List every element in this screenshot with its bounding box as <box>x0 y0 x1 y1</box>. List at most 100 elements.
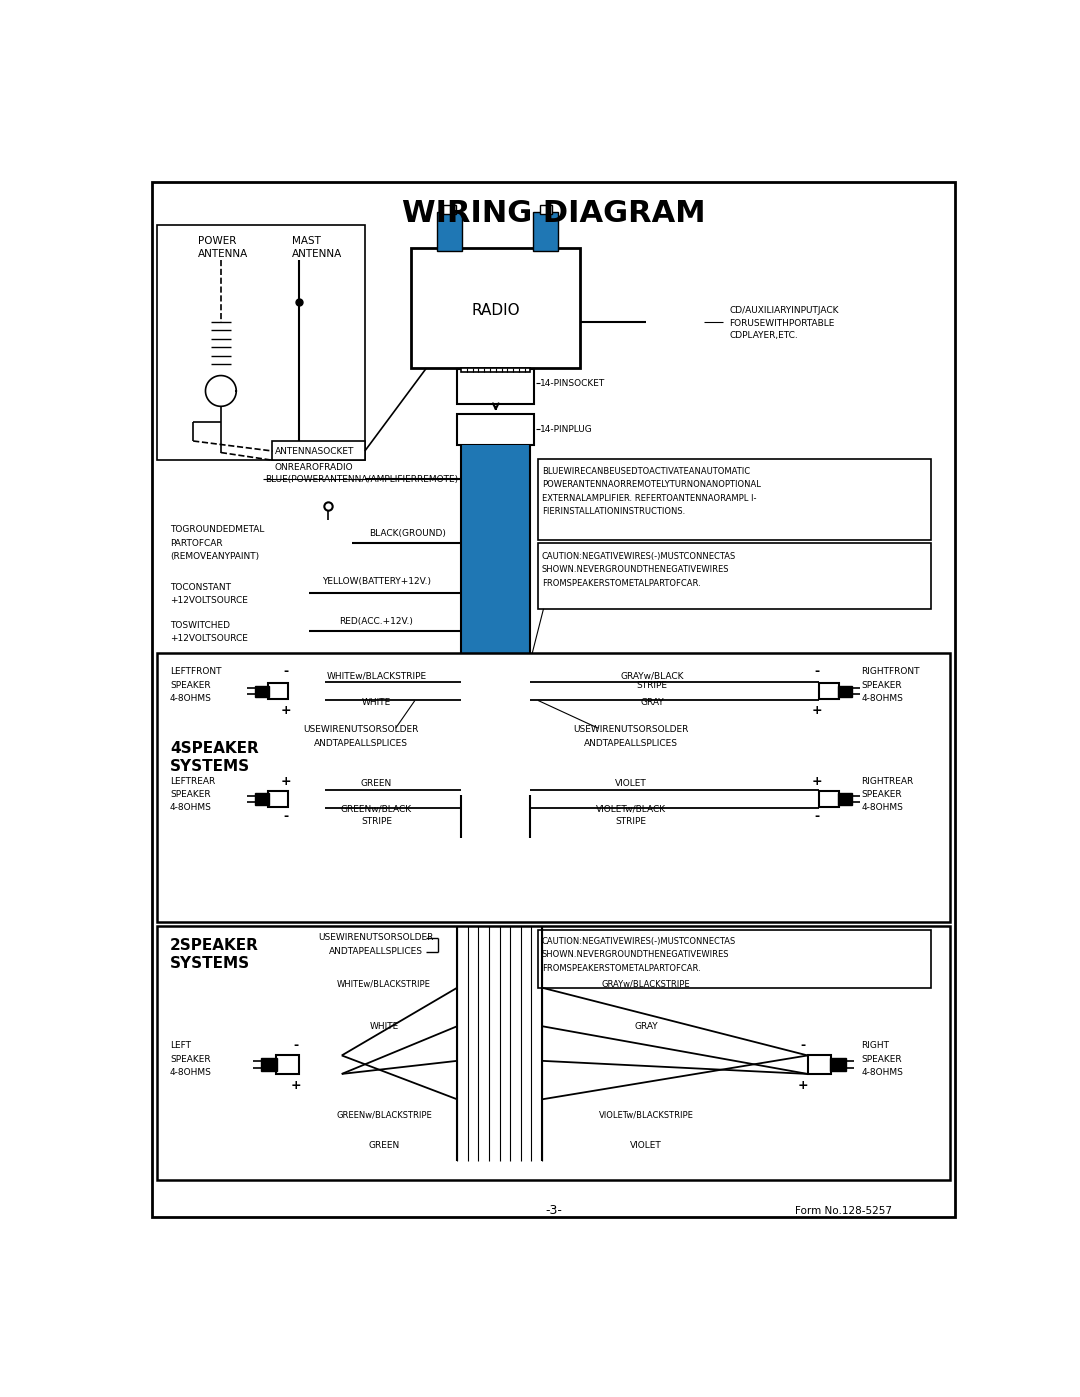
Text: FROMSPEAKERSTOMETALPARTOFCAR.: FROMSPEAKERSTOMETALPARTOFCAR. <box>542 964 701 972</box>
Text: 2SPEAKER: 2SPEAKER <box>170 937 259 953</box>
Bar <box>461 367 530 372</box>
Text: GRAYw/BLACKSTRIPE: GRAYw/BLACKSTRIPE <box>602 979 690 988</box>
Bar <box>646 306 665 337</box>
Text: GRAY: GRAY <box>634 1021 658 1031</box>
Bar <box>291 624 309 636</box>
Bar <box>276 1055 299 1074</box>
Text: BLUEWIRECANBEUSEDTOACTIVATEANAUTOMATIC: BLUEWIRECANBEUSEDTOACTIVATEANAUTOMATIC <box>542 467 751 476</box>
Bar <box>538 543 931 609</box>
Text: SYSTEMS: SYSTEMS <box>170 759 251 774</box>
Text: BLACK(GROUND): BLACK(GROUND) <box>368 529 446 538</box>
Text: -: - <box>293 1039 298 1052</box>
Text: SPEAKER: SPEAKER <box>862 680 902 690</box>
Text: USEWIRENUTSORSOLDER: USEWIRENUTSORSOLDER <box>572 725 688 735</box>
Text: +: + <box>280 704 291 717</box>
Text: VIOLETw/BLACKSTRIPE: VIOLETw/BLACKSTRIPE <box>598 1111 693 1119</box>
Bar <box>255 793 269 805</box>
Bar <box>829 1059 846 1071</box>
Text: Form No.128-5257: Form No.128-5257 <box>795 1206 892 1215</box>
Text: SHOWN.NEVERGROUNDTHENEGATIVEWIRES: SHOWN.NEVERGROUNDTHENEGATIVEWIRES <box>542 564 729 574</box>
Bar <box>808 1055 831 1074</box>
Text: LEFTREAR: LEFTREAR <box>170 777 215 787</box>
Text: USEWIRENUTSORSOLDER: USEWIRENUTSORSOLDER <box>319 933 434 942</box>
Text: 4-8OHMS: 4-8OHMS <box>862 803 903 812</box>
Text: 4-8OHMS: 4-8OHMS <box>170 694 212 703</box>
Text: ANTENNA: ANTENNA <box>292 249 342 258</box>
Bar <box>538 458 931 539</box>
Text: TOCONSTANT: TOCONSTANT <box>170 583 231 592</box>
Text: +: + <box>811 704 822 717</box>
Bar <box>272 441 365 460</box>
Text: LEFTFRONT: LEFTFRONT <box>170 668 221 676</box>
Bar <box>457 414 535 444</box>
Text: 4-8OHMS: 4-8OHMS <box>170 1067 212 1077</box>
Text: SPEAKER: SPEAKER <box>170 680 211 690</box>
Polygon shape <box>288 669 323 712</box>
Bar <box>444 204 456 214</box>
Text: SYSTEMS: SYSTEMS <box>170 956 251 971</box>
Text: WIRING DIAGRAM: WIRING DIAGRAM <box>402 200 705 228</box>
Text: YELLOW(BATTERY+12V.): YELLOW(BATTERY+12V.) <box>322 577 431 587</box>
Text: +12VOLTSOURCE: +12VOLTSOURCE <box>170 597 248 605</box>
Text: STRIPE: STRIPE <box>361 817 392 826</box>
Text: RIGHT: RIGHT <box>862 1041 890 1051</box>
Text: TOSWITCHED: TOSWITCHED <box>170 622 230 630</box>
Text: POWERANTENNAORREMOTELYTURNONANOPTIONAL: POWERANTENNAORREMOTELYTURNONANOPTIONAL <box>542 481 760 489</box>
Text: -: - <box>814 810 820 823</box>
Text: CAUTION:NEGATIVEWIRES(-)MUSTCONNECTAS: CAUTION:NEGATIVEWIRES(-)MUSTCONNECTAS <box>542 937 737 946</box>
Text: -: - <box>814 665 820 679</box>
Bar <box>838 793 852 805</box>
Text: GRAYw/BLACK: GRAYw/BLACK <box>620 672 684 680</box>
Text: USEWIRENUTSORSOLDER: USEWIRENUTSORSOLDER <box>303 725 419 735</box>
Text: 4-8OHMS: 4-8OHMS <box>862 1067 903 1077</box>
Polygon shape <box>288 778 323 820</box>
Text: FORUSEWITHPORTABLE: FORUSEWITHPORTABLE <box>729 319 835 328</box>
Text: GREENw/BLACK: GREENw/BLACK <box>341 805 411 813</box>
Text: -: - <box>283 665 288 679</box>
Text: -3-: -3- <box>545 1204 562 1218</box>
Polygon shape <box>299 1041 339 1090</box>
Bar <box>538 930 931 988</box>
Bar <box>819 791 839 807</box>
Text: +: + <box>811 775 822 788</box>
Text: WHITE: WHITE <box>369 1021 399 1031</box>
Text: RED(ACC.+12V.): RED(ACC.+12V.) <box>339 617 414 626</box>
Text: POWER: POWER <box>198 236 237 246</box>
Polygon shape <box>307 531 352 560</box>
Text: 14-PINSOCKET: 14-PINSOCKET <box>540 379 606 388</box>
Text: FROMSPEAKERSTOMETALPARTOFCAR.: FROMSPEAKERSTOMETALPARTOFCAR. <box>542 578 701 588</box>
Polygon shape <box>784 669 819 712</box>
Text: 14-PINPLUG: 14-PINPLUG <box>540 425 593 434</box>
Bar <box>819 683 839 700</box>
Text: 4SPEAKER: 4SPEAKER <box>170 742 259 757</box>
Text: GREEN: GREEN <box>368 1141 400 1150</box>
Bar <box>268 791 288 807</box>
Bar <box>437 212 462 251</box>
Text: ANTENNASOCKET: ANTENNASOCKET <box>274 447 354 455</box>
Text: +: + <box>291 1078 301 1092</box>
Bar <box>261 1059 278 1071</box>
Text: WHITE: WHITE <box>362 698 391 707</box>
Polygon shape <box>768 1041 808 1090</box>
Text: TOGROUNDEDMETAL: TOGROUNDEDMETAL <box>170 525 265 534</box>
Bar <box>157 225 365 460</box>
Text: WHITEw/BLACKSTRIPE: WHITEw/BLACKSTRIPE <box>337 979 431 988</box>
Text: PARTOFCAR: PARTOFCAR <box>170 539 222 548</box>
Text: CDPLAYER,ETC.: CDPLAYER,ETC. <box>729 331 798 339</box>
Text: GREENw/BLACKSTRIPE: GREENw/BLACKSTRIPE <box>336 1111 432 1119</box>
Text: CD/AUXILIARYINPUTJACK: CD/AUXILIARYINPUTJACK <box>729 306 838 314</box>
Text: SHOWN.NEVERGROUNDTHENEGATIVEWIRES: SHOWN.NEVERGROUNDTHENEGATIVEWIRES <box>542 950 729 960</box>
Text: -: - <box>283 810 288 823</box>
Text: CAUTION:NEGATIVEWIRES(-)MUSTCONNECTAS: CAUTION:NEGATIVEWIRES(-)MUSTCONNECTAS <box>542 552 737 562</box>
Text: ANTENNA: ANTENNA <box>198 249 248 258</box>
Text: RIGHTREAR: RIGHTREAR <box>862 777 914 787</box>
Text: BLUE(POWERANTENNA/AMPLIFIERREMOTE): BLUE(POWERANTENNA/AMPLIFIERREMOTE) <box>265 475 458 483</box>
Bar <box>534 212 558 251</box>
Bar <box>679 316 702 328</box>
Bar <box>461 444 530 795</box>
Text: SPEAKER: SPEAKER <box>862 789 902 799</box>
Text: LEFT: LEFT <box>170 1041 191 1051</box>
Text: +: + <box>798 1078 808 1092</box>
Text: GRAY: GRAY <box>640 698 664 707</box>
Bar <box>255 686 269 697</box>
